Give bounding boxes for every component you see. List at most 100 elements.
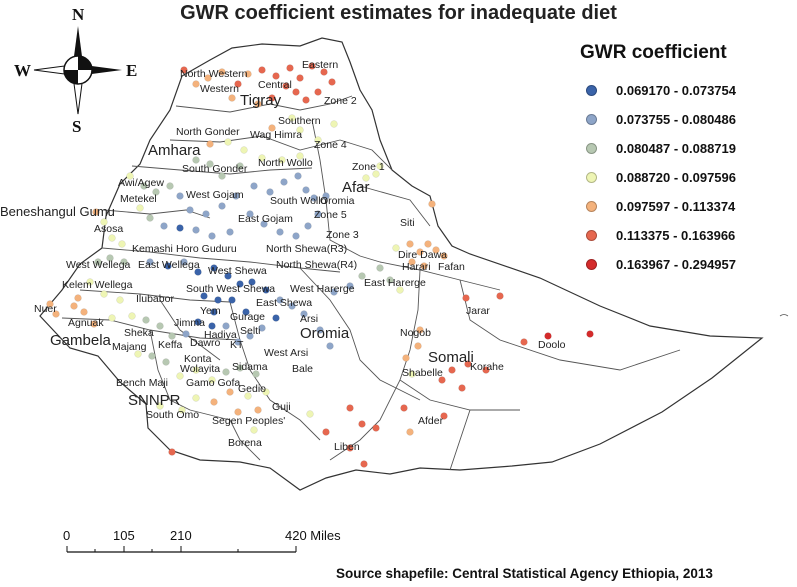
survey-cluster-dot [346, 282, 354, 290]
survey-cluster-dot [304, 222, 312, 230]
survey-cluster-dot [116, 296, 124, 304]
compass-n: N [72, 5, 85, 24]
survey-cluster-dot [180, 66, 188, 74]
survey-cluster-dot [126, 172, 134, 180]
survey-cluster-dot [210, 308, 218, 316]
zone-label: West Arsi [264, 347, 308, 359]
survey-cluster-dot [254, 406, 262, 414]
survey-cluster-dot [392, 244, 400, 252]
survey-cluster-dot [322, 428, 330, 436]
legend: GWR coefficient 0.069170 - 0.073754 0.07… [580, 42, 795, 279]
zone-label: Hadiya [204, 329, 237, 341]
survey-cluster-dot [218, 202, 226, 210]
zone-label: North Shewa(R4) [276, 259, 357, 271]
survey-cluster-dot [74, 294, 82, 302]
scale-tick-105: 105 [113, 528, 135, 543]
survey-cluster-dot [156, 402, 164, 410]
survey-cluster-dot [106, 254, 114, 262]
survey-cluster-dot [292, 232, 300, 240]
survey-cluster-dot [248, 278, 256, 286]
zone-label: Konta [184, 353, 212, 365]
survey-cluster-dot [402, 354, 410, 362]
survey-cluster-dot [294, 172, 302, 180]
legend-label: 0.088720 - 0.097596 [616, 170, 736, 185]
survey-cluster-dot [276, 228, 284, 236]
zone-label: East Shewa [256, 297, 312, 309]
survey-cluster-dot [162, 358, 170, 366]
survey-cluster-dot [186, 206, 194, 214]
map-artifact [779, 314, 789, 317]
survey-cluster-dot [316, 326, 324, 334]
survey-cluster-dot [260, 220, 268, 228]
survey-cluster-dot [250, 182, 258, 190]
survey-cluster-dot [358, 272, 366, 280]
survey-cluster-dot [326, 342, 334, 350]
survey-cluster-dot [148, 352, 156, 360]
zone-label: Jarar [466, 305, 490, 317]
zone-label: Liben [334, 441, 360, 453]
zone-label: Arsi [300, 313, 318, 325]
zone-label: Western [200, 83, 239, 95]
survey-cluster-dot [406, 428, 414, 436]
survey-cluster-dot [464, 360, 472, 368]
survey-cluster-dot [296, 126, 304, 134]
survey-cluster-dot [140, 182, 148, 190]
survey-cluster-dot [414, 342, 422, 350]
survey-cluster-dot [226, 228, 234, 236]
legend-label: 0.113375 - 0.163966 [616, 228, 736, 243]
zone-label: Jimma [174, 317, 205, 329]
zone-label: Central [258, 79, 292, 91]
survey-cluster-dot [152, 188, 160, 196]
zone-label: Gamo Gofa [186, 377, 240, 389]
survey-cluster-dot [182, 330, 190, 338]
survey-cluster-dot [236, 162, 244, 170]
survey-cluster-dot [400, 404, 408, 412]
survey-cluster-dot [208, 376, 216, 384]
legend-swatch [586, 114, 597, 125]
survey-cluster-dot [330, 120, 338, 128]
survey-cluster-dot [268, 94, 276, 102]
survey-cluster-dot [448, 366, 456, 374]
survey-cluster-dot [160, 222, 168, 230]
survey-cluster-dot [258, 324, 266, 332]
zone-label: North Western [180, 68, 248, 80]
survey-cluster-dot [314, 136, 322, 144]
survey-cluster-dot [228, 94, 236, 102]
survey-cluster-dot [192, 366, 200, 374]
survey-cluster-dot [262, 286, 270, 294]
zone-label: Dawro [190, 337, 221, 349]
survey-cluster-dot [376, 162, 384, 170]
survey-cluster-dot [236, 364, 244, 372]
legend-label: 0.073755 - 0.080486 [616, 112, 736, 127]
scale-tick-0: 0 [63, 528, 70, 543]
survey-cluster-dot [108, 314, 116, 322]
legend-label: 0.097597 - 0.113374 [616, 199, 736, 214]
zone-label: Shabelle [402, 367, 443, 379]
survey-cluster-dot [156, 322, 164, 330]
scale-tick-210: 210 [170, 528, 192, 543]
zone-label: Zone 4 [314, 139, 347, 151]
survey-cluster-dot [192, 156, 200, 164]
survey-cluster-dot [234, 338, 242, 346]
legend-swatch [586, 143, 597, 154]
survey-cluster-dot [246, 332, 254, 340]
legend-swatch [586, 172, 597, 183]
survey-cluster-dot [214, 296, 222, 304]
compass-rose: N S E W [14, 5, 137, 136]
compass-e: E [126, 61, 137, 80]
survey-cluster-dot [428, 200, 436, 208]
survey-cluster-dot [224, 272, 232, 280]
survey-cluster-dot [408, 370, 416, 378]
zone-label: Zone 2 [324, 95, 357, 107]
zone-label: Selti [240, 325, 260, 337]
survey-cluster-dot [192, 80, 200, 88]
survey-cluster-dot [280, 178, 288, 186]
survey-cluster-dot [306, 410, 314, 418]
region-label-somali: Somali [428, 349, 474, 366]
survey-cluster-dot [194, 318, 202, 326]
survey-cluster-dot [462, 294, 470, 302]
zone-label: Kelem Wellega [62, 279, 133, 291]
survey-cluster-dot [296, 152, 304, 160]
survey-cluster-dot [224, 138, 232, 146]
